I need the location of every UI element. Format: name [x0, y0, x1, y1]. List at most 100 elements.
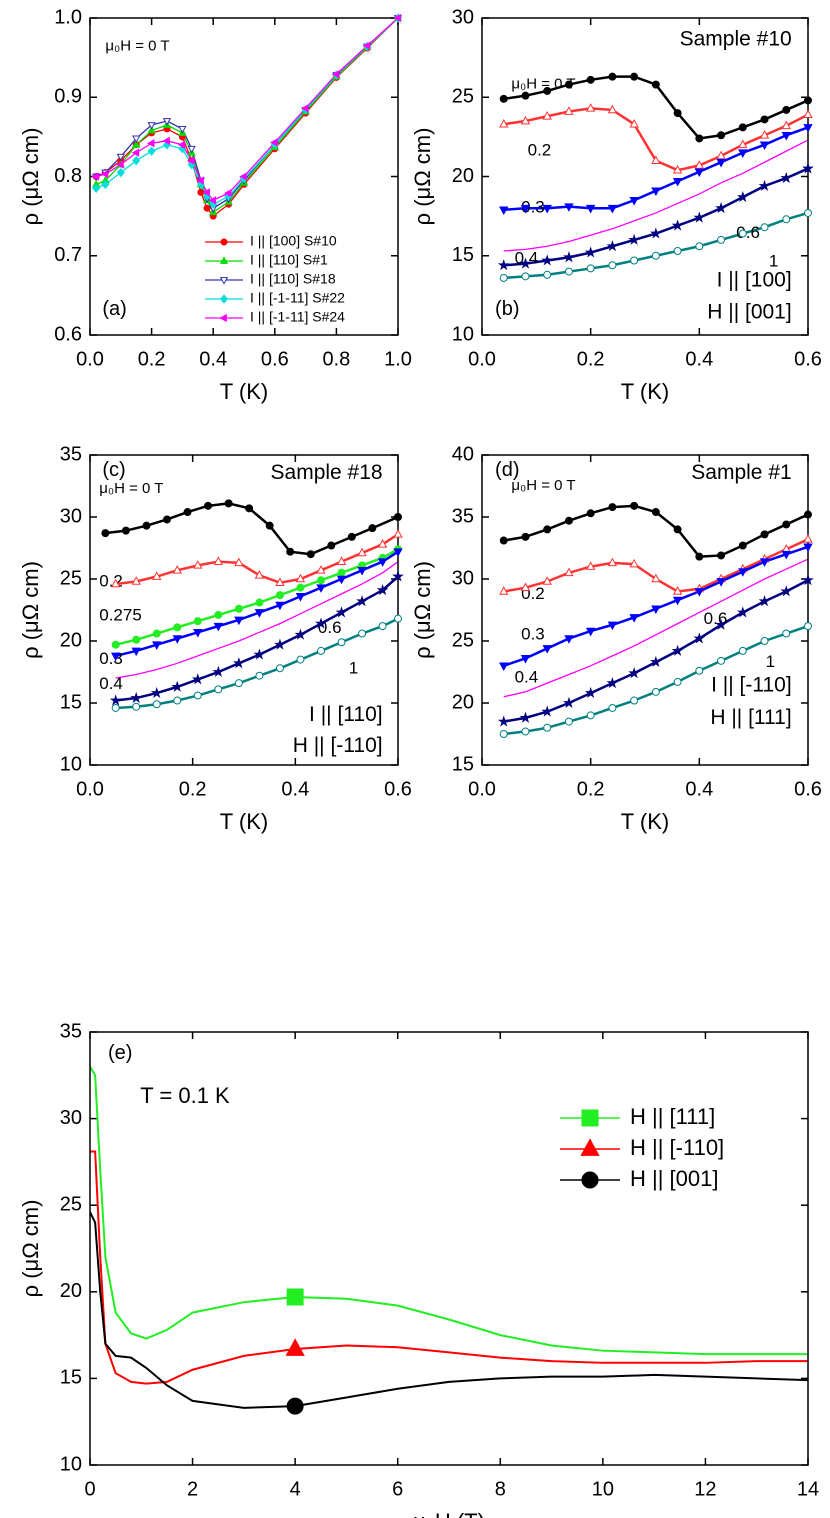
- data-point: [377, 558, 388, 567]
- panel-label: (e): [108, 1042, 132, 1064]
- data-point: [717, 656, 726, 665]
- data-point: [717, 235, 726, 244]
- data-point: [521, 91, 530, 100]
- data-point: [131, 647, 141, 657]
- series-label: 0.275: [99, 606, 142, 625]
- data-point: [187, 145, 196, 154]
- data-point: [543, 525, 552, 534]
- data-point: [499, 662, 509, 672]
- data-point: [630, 696, 639, 705]
- annotation: Sample #18: [271, 461, 383, 484]
- data-point: [306, 550, 315, 559]
- panel-label: (b): [495, 298, 519, 320]
- data-point: [580, 1138, 600, 1156]
- data-point: [630, 501, 639, 510]
- data-point: [337, 568, 346, 577]
- data-point: [607, 557, 618, 567]
- data-point: [142, 521, 151, 530]
- data-point: [738, 149, 748, 158]
- data-point: [803, 124, 813, 133]
- data-point: [520, 115, 531, 125]
- data-point: [335, 606, 348, 618]
- data-point: [499, 206, 509, 216]
- data-point: [607, 104, 618, 114]
- data-point: [223, 188, 232, 198]
- annotation: T = 0.1 K: [140, 1083, 230, 1108]
- data-point: [608, 703, 617, 712]
- data-point: [695, 242, 704, 251]
- data-point: [132, 140, 141, 148]
- data-point: [736, 190, 749, 203]
- data-point: [254, 570, 265, 579]
- data-point: [270, 138, 278, 147]
- data-point: [736, 606, 749, 618]
- legend-label: I || [-1-11] S#24: [250, 309, 345, 325]
- y-tick-label: 35: [60, 443, 82, 465]
- panel: 10 15 20 25 30 35 0 2 4 6 8 10 12 14 μ₀H (T) ρ (μΩ cm) H…: [18, 1020, 819, 1518]
- data-point: [672, 177, 683, 187]
- data-point: [584, 246, 597, 258]
- data-point: [781, 550, 791, 560]
- y-tick-label: 15: [452, 753, 474, 775]
- data-point: [393, 529, 403, 538]
- data-point: [629, 118, 639, 128]
- data-point: [738, 541, 747, 550]
- x-tick-label: 0.0: [76, 348, 104, 370]
- data-point: [694, 160, 705, 169]
- series-label: 0.4: [99, 674, 123, 693]
- y-tick-label: 30: [60, 505, 82, 527]
- y-axis-title: ρ (μΩ cm): [18, 561, 43, 659]
- data-point: [356, 595, 368, 607]
- data-point: [672, 586, 683, 595]
- data-point: [393, 13, 401, 23]
- legend-label: I || [110] S#1: [250, 252, 328, 268]
- data-point: [220, 238, 228, 246]
- data-point: [781, 120, 791, 130]
- annotation: H || [001]: [707, 300, 791, 323]
- data-point: [111, 703, 120, 712]
- data-point: [317, 646, 325, 655]
- data-point: [163, 515, 171, 524]
- data-point: [802, 574, 814, 586]
- data-point: [177, 140, 186, 149]
- x-tick-label: 2: [187, 1478, 198, 1500]
- data-point: [162, 118, 172, 126]
- series-label: μ₀H = 0 T: [511, 76, 575, 93]
- data-point: [782, 105, 791, 114]
- data-point: [564, 717, 573, 726]
- annotation: μ₀H = 0 T: [105, 37, 169, 54]
- data-point: [132, 635, 141, 644]
- data-point: [671, 644, 684, 656]
- data-point: [672, 596, 683, 606]
- data-point: [499, 586, 509, 595]
- y-axis-title: ρ (μΩ cm): [410, 561, 435, 659]
- data-point: [695, 134, 704, 143]
- data-point: [651, 80, 660, 89]
- data-point: [608, 261, 617, 270]
- data-point: [629, 614, 639, 623]
- data-point: [187, 156, 195, 165]
- data-point: [219, 256, 229, 264]
- data-point: [542, 645, 552, 654]
- data-point: [758, 179, 771, 191]
- data-point: [147, 125, 156, 134]
- y-tick-label: 10: [452, 323, 474, 345]
- data-point: [178, 126, 187, 134]
- data-point: [586, 711, 595, 720]
- data-point: [673, 109, 682, 118]
- y-tick-label: 15: [60, 1367, 82, 1389]
- y-tick-label: 25: [60, 567, 82, 589]
- x-tick-label: 0.4: [199, 348, 227, 370]
- data-point: [392, 570, 404, 582]
- data-point: [109, 694, 122, 706]
- data-point: [564, 106, 574, 115]
- data-point: [738, 123, 747, 132]
- data-point: [584, 686, 597, 699]
- data-point: [606, 677, 619, 689]
- data-point: [286, 1288, 304, 1306]
- x-tick-label: 0.0: [468, 778, 496, 800]
- data-point: [693, 211, 706, 223]
- data-point: [150, 686, 163, 699]
- data-point: [564, 635, 574, 644]
- y-tick-label: 20: [452, 691, 474, 713]
